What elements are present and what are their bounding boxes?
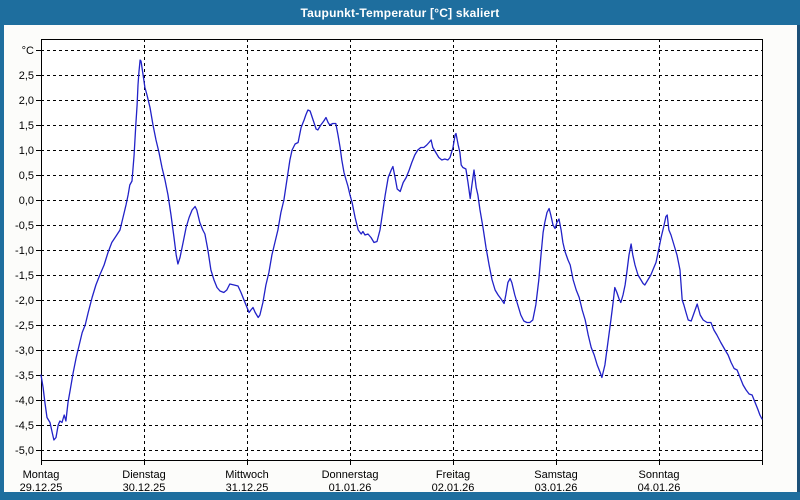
title-bar: Taupunkt-Temperatur [°C] skaliert	[0, 0, 800, 25]
axis-labels: °C 2,5 2,0 1,5 1,0 0,5 0,0 -0,5 -1,0 -1,5 -2,0 -2,5…	[15, 45, 680, 494]
x-date-label: 29.12.25	[20, 482, 63, 494]
x-date-label: 04.01.26	[638, 482, 681, 494]
y-tick-label: °C	[22, 45, 34, 57]
x-date-label: 01.01.26	[329, 482, 372, 494]
y-tick-label: -5,0	[15, 445, 34, 457]
x-day-label: Samstag	[534, 469, 577, 481]
y-tick-label: 1,5	[19, 120, 34, 132]
x-day-label: Donnerstag	[322, 469, 379, 481]
y-tick-label: 0,0	[19, 195, 34, 207]
x-day-label: Montag	[23, 469, 60, 481]
plot-area	[41, 39, 762, 460]
window-frame-left	[0, 25, 4, 492]
x-day-label: Freitag	[436, 469, 470, 481]
y-tick-label: -2,0	[15, 295, 34, 307]
window-frame-bottom	[0, 492, 800, 500]
x-day-label: Mittwoch	[225, 469, 268, 481]
y-tick-label: 2,0	[19, 95, 34, 107]
chart-title: Taupunkt-Temperatur [°C] skaliert	[300, 5, 500, 20]
window-frame-right	[797, 25, 800, 492]
x-date-label: 31.12.25	[226, 482, 269, 494]
y-tick-label: -2,5	[15, 320, 34, 332]
x-day-label: Sonntag	[639, 469, 680, 481]
y-tick-label: 2,5	[19, 70, 34, 82]
x-day-label: Dienstag	[122, 469, 165, 481]
x-date-label: 02.01.26	[432, 482, 475, 494]
y-tick-label: -4,5	[15, 420, 34, 432]
x-date-label: 30.12.25	[123, 482, 166, 494]
axis-ticks	[36, 50, 763, 465]
gridlines	[41, 39, 762, 460]
y-tick-label: -0,5	[15, 220, 34, 232]
y-tick-label: -1,0	[15, 245, 34, 257]
plot-border	[41, 39, 763, 461]
x-date-label: 03.01.26	[535, 482, 578, 494]
y-tick-label: -4,0	[15, 395, 34, 407]
dewpoint-series-line	[40, 59, 763, 441]
y-tick-label: -3,0	[15, 345, 34, 357]
y-tick-label: -1,5	[15, 270, 34, 282]
y-tick-label: -3,5	[15, 370, 34, 382]
y-tick-label: 1,0	[19, 145, 34, 157]
y-tick-label: 0,5	[19, 170, 34, 182]
